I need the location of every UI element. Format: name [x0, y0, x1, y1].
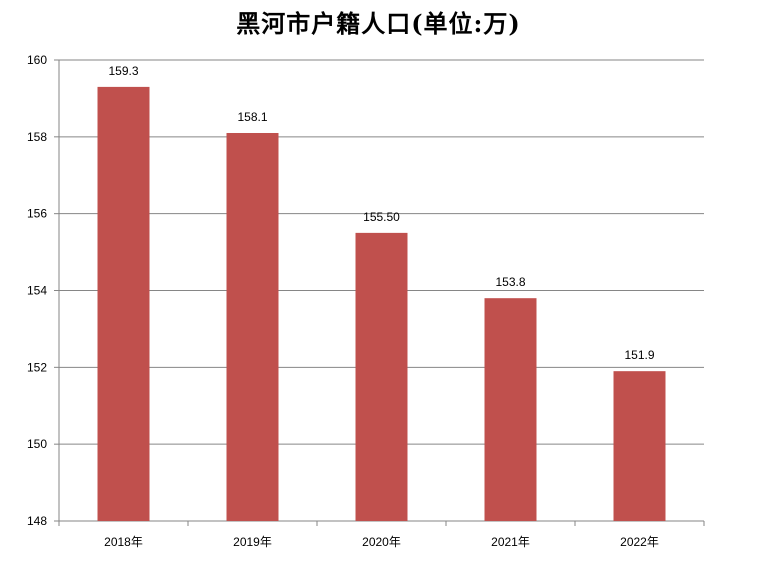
chart-title: 黑河市户籍人口(单位:万)	[236, 9, 521, 38]
bar	[97, 86, 150, 522]
data-label: 158.1	[237, 110, 267, 124]
y-tick-label: 148	[27, 514, 47, 528]
x-tick-label: 2022年	[620, 535, 659, 549]
bar	[484, 298, 537, 521]
y-tick-label: 160	[27, 53, 47, 67]
data-label: 155.50	[363, 210, 400, 224]
data-label: 153.8	[495, 275, 525, 289]
x-tick-label: 2019年	[233, 535, 272, 549]
y-tick-label: 156	[27, 207, 47, 221]
bar	[226, 132, 279, 521]
data-label: 159.3	[108, 64, 138, 78]
x-tick-label: 2020年	[362, 535, 401, 549]
y-tick-label: 154	[27, 284, 47, 298]
bar	[613, 371, 666, 521]
y-tick-label: 150	[27, 437, 47, 451]
x-tick-label: 2021年	[491, 535, 530, 549]
bar	[355, 232, 408, 521]
y-tick-label: 158	[27, 130, 47, 144]
data-label: 151.9	[624, 348, 654, 362]
y-tick-label: 152	[27, 360, 47, 374]
x-tick-label: 2018年	[104, 535, 143, 549]
